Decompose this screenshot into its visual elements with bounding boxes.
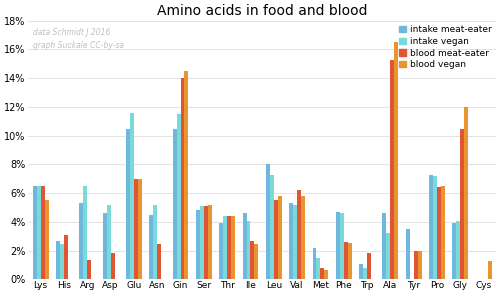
Bar: [32, 186, 36, 279]
Bar: [456, 220, 460, 279]
Bar: [246, 220, 250, 279]
Bar: [176, 114, 180, 279]
Bar: [437, 188, 441, 279]
Legend: intake meat-eater, intake vegan, blood meat-eater, blood vegan: intake meat-eater, intake vegan, blood m…: [395, 22, 495, 73]
Bar: [464, 107, 468, 279]
Bar: [219, 223, 223, 279]
Bar: [312, 248, 316, 279]
Bar: [289, 203, 293, 279]
Bar: [138, 179, 142, 279]
Bar: [150, 215, 153, 279]
Bar: [242, 213, 246, 279]
Bar: [204, 206, 208, 279]
Bar: [250, 241, 254, 279]
Bar: [64, 235, 68, 279]
Bar: [254, 243, 258, 279]
Bar: [363, 268, 367, 279]
Bar: [84, 186, 87, 279]
Bar: [301, 196, 305, 279]
Title: Amino acids in food and blood: Amino acids in food and blood: [157, 4, 368, 18]
Bar: [390, 59, 394, 279]
Bar: [196, 211, 200, 279]
Bar: [297, 190, 301, 279]
Bar: [348, 243, 352, 279]
Bar: [336, 212, 340, 279]
Bar: [157, 243, 161, 279]
Bar: [172, 128, 176, 279]
Bar: [418, 251, 422, 279]
Bar: [130, 113, 134, 279]
Bar: [102, 213, 106, 279]
Bar: [359, 264, 363, 279]
Bar: [110, 253, 114, 279]
Bar: [320, 268, 324, 279]
Bar: [223, 216, 227, 279]
Bar: [200, 206, 204, 279]
Bar: [386, 233, 390, 279]
Bar: [324, 270, 328, 279]
Bar: [433, 176, 437, 279]
Bar: [270, 175, 274, 279]
Bar: [60, 243, 64, 279]
Bar: [106, 205, 110, 279]
Bar: [40, 186, 44, 279]
Bar: [414, 251, 418, 279]
Bar: [134, 179, 138, 279]
Bar: [316, 258, 320, 279]
Bar: [293, 205, 297, 279]
Bar: [266, 164, 270, 279]
Bar: [274, 201, 278, 279]
Bar: [208, 205, 212, 279]
Bar: [126, 128, 130, 279]
Bar: [367, 253, 371, 279]
Bar: [231, 216, 235, 279]
Bar: [394, 42, 398, 279]
Bar: [488, 261, 492, 279]
Bar: [44, 201, 48, 279]
Bar: [340, 213, 344, 279]
Bar: [180, 78, 184, 279]
Bar: [344, 242, 348, 279]
Text: data Schmidt J 2016
graph Suckale CC-by-sa: data Schmidt J 2016 graph Suckale CC-by-…: [33, 29, 124, 50]
Bar: [56, 240, 60, 279]
Bar: [36, 186, 40, 279]
Bar: [460, 128, 464, 279]
Bar: [441, 186, 445, 279]
Bar: [227, 216, 231, 279]
Bar: [382, 213, 386, 279]
Bar: [406, 229, 410, 279]
Bar: [87, 260, 91, 279]
Bar: [80, 203, 84, 279]
Bar: [184, 71, 188, 279]
Bar: [429, 175, 433, 279]
Bar: [153, 205, 157, 279]
Bar: [278, 196, 281, 279]
Bar: [452, 223, 456, 279]
